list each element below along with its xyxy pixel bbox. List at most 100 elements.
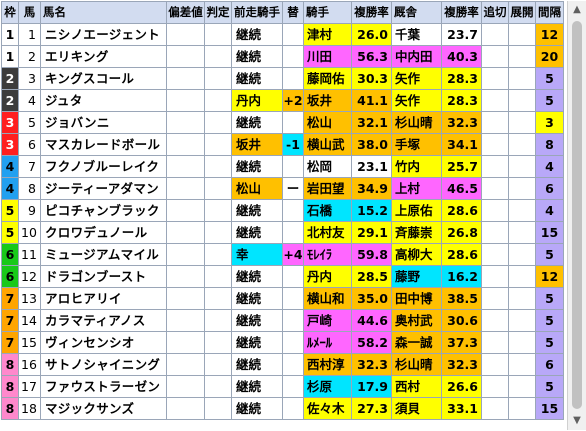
horse-name[interactable]: ジョバンニ [40, 111, 167, 134]
table-row[interactable]: 6 11 ミュージアムマイル 幸 +4 ﾓﾚｲﾗ 59.8 高柳大 28.6 5 [1, 243, 564, 266]
horse-name[interactable]: ジュタ [40, 89, 167, 112]
jockey-place-rate: 23.1 [351, 155, 392, 178]
header-tenkai[interactable]: 展開 [508, 1, 536, 24]
trainer-name: 矢作 [391, 89, 442, 112]
vertical-scrollbar[interactable]: ▲ ▼ [567, 1, 586, 430]
previous-jockey: 継続 [231, 397, 283, 420]
horse-number: 13 [18, 287, 41, 310]
header-rate1[interactable]: 複勝率 [351, 1, 392, 24]
header-hensachi[interactable]: 偏差値 [166, 1, 205, 24]
header-hantei[interactable]: 判定 [204, 1, 232, 24]
trainer-place-rate: 37.3 [441, 331, 482, 354]
trainer-name: 上村 [391, 177, 442, 200]
trainer-place-rate: 34.1 [441, 133, 482, 156]
horse-name[interactable]: カラマティアノス [40, 309, 167, 332]
table-row[interactable]: 8 18 マジックサンズ 継続 佐々木 27.3 須貝 33.1 15 [1, 397, 564, 420]
jockey-change [282, 397, 304, 420]
hensachi-cell [166, 89, 205, 112]
jockey-change [282, 67, 304, 90]
horse-name[interactable]: ニシノエージェント [40, 23, 167, 46]
horse-name[interactable]: ジーティーアダマン [40, 177, 167, 200]
entry-rows: 1 1 ニシノエージェント 継続 津村 26.0 千葉 23.7 12 1 2 エリキング 継続 川田 56… [1, 23, 564, 420]
horse-name[interactable]: ピコチャンブラック [40, 199, 167, 222]
horse-number: 2 [18, 45, 41, 68]
header-name[interactable]: 馬名 [40, 1, 167, 24]
jockey-name: 岩田望 [303, 177, 352, 200]
horse-name[interactable]: ドラゴンブースト [40, 265, 167, 288]
jockey-name: 佐々木 [303, 397, 352, 420]
scroll-thumb[interactable] [572, 21, 582, 409]
previous-jockey: 継続 [231, 67, 283, 90]
jockey-change [282, 199, 304, 222]
table-row[interactable]: 5 10 クロワデュノール 継続 北村友 29.1 斉藤崇 26.8 15 [1, 221, 564, 244]
table-row[interactable]: 1 1 ニシノエージェント 継続 津村 26.0 千葉 23.7 12 [1, 23, 564, 46]
horse-name[interactable]: ヴィンセンシオ [40, 331, 167, 354]
horse-name[interactable]: サトノシャイニング [40, 353, 167, 376]
header-ban[interactable]: 馬 [18, 1, 41, 24]
horse-name[interactable]: アロヒアリイ [40, 287, 167, 310]
interval-weeks: 15 [535, 397, 564, 420]
trainer-place-rate: 40.3 [441, 45, 482, 68]
table-row[interactable]: 7 14 カラマティアノス 継続 戸崎 44.6 奥村武 30.6 5 [1, 309, 564, 332]
horse-name[interactable]: ファウストラーゼン [40, 375, 167, 398]
header-oikiri[interactable]: 追切 [481, 1, 509, 24]
tenkai-cell [508, 265, 536, 288]
trainer-place-rate: 26.8 [441, 221, 482, 244]
oikiri-cell [481, 331, 509, 354]
hantei-cell [204, 111, 232, 134]
scroll-up-icon[interactable]: ▲ [573, 4, 581, 15]
oikiri-cell [481, 111, 509, 134]
jockey-name: 津村 [303, 23, 352, 46]
jockey-place-rate: 30.3 [351, 67, 392, 90]
trainer-name: 手塚 [391, 133, 442, 156]
oikiri-cell [481, 199, 509, 222]
table-row[interactable]: 1 2 エリキング 継続 川田 56.3 中内田 40.3 20 [1, 45, 564, 68]
header-kanpo[interactable]: 間隔 [535, 1, 564, 24]
header-waku[interactable]: 枠 [1, 1, 19, 24]
tenkai-cell [508, 177, 536, 200]
table-row[interactable]: 3 5 ジョバンニ 継続 松山 32.1 杉山晴 32.3 3 [1, 111, 564, 134]
trainer-place-rate: 30.6 [441, 309, 482, 332]
header-kyusha[interactable]: 厩舎 [391, 1, 442, 24]
horse-name[interactable]: マジックサンズ [40, 397, 167, 420]
trainer-name: 田中博 [391, 287, 442, 310]
horse-number: 17 [18, 375, 41, 398]
horse-name[interactable]: フクノブルーレイク [40, 155, 167, 178]
table-row[interactable]: 6 12 ドラゴンブースト 継続 丹内 28.5 藤野 16.2 12 [1, 265, 564, 288]
tenkai-cell [508, 375, 536, 398]
table-row[interactable]: 2 3 キングスコール 継続 藤岡佑 30.3 矢作 28.3 5 [1, 67, 564, 90]
table-row[interactable]: 3 6 マスカレードボール 坂井 -1 横山武 38.0 手塚 34.1 8 [1, 133, 564, 156]
table-row[interactable]: 7 15 ヴィンセンシオ 継続 ﾙﾒｰﾙ 58.2 森一誠 37.3 5 [1, 331, 564, 354]
interval-weeks: 15 [535, 221, 564, 244]
table-row[interactable]: 8 17 ファウストラーゼン 継続 杉原 17.9 西村 26.6 5 [1, 375, 564, 398]
table-row[interactable]: 4 7 フクノブルーレイク 継続 松岡 23.1 竹内 25.7 4 [1, 155, 564, 178]
table-row[interactable]: 5 9 ピコチャンブラック 継続 石橋 15.2 上原佑 28.6 4 [1, 199, 564, 222]
interval-weeks: 4 [535, 155, 564, 178]
table-row[interactable]: 7 13 アロヒアリイ 継続 横山和 35.0 田中博 38.5 5 [1, 287, 564, 310]
table-row[interactable]: 8 16 サトノシャイニング 継続 西村淳 32.3 杉山晴 32.3 6 [1, 353, 564, 376]
scroll-down-icon[interactable]: ▼ [573, 415, 581, 426]
hantei-cell [204, 353, 232, 376]
hantei-cell [204, 155, 232, 178]
header-rate2[interactable]: 複勝率 [441, 1, 482, 24]
horse-name[interactable]: クロワデュノール [40, 221, 167, 244]
table-row[interactable]: 4 8 ジーティーアダマン 松山ー岩田望 34.9 上村 46.5 6 [1, 177, 564, 200]
hensachi-cell [166, 243, 205, 266]
jockey-name: 坂井 [303, 89, 352, 112]
horse-number: 12 [18, 265, 41, 288]
jockey-change [282, 265, 304, 288]
waku-number: 8 [1, 375, 19, 398]
header-zenso[interactable]: 前走騎手 [231, 1, 283, 24]
horse-name[interactable]: キングスコール [40, 67, 167, 90]
table-row[interactable]: 2 4 ジュタ 丹内 +2 坂井 41.1 矢作 28.3 5 [1, 89, 564, 112]
hensachi-cell [166, 199, 205, 222]
header-kishu[interactable]: 騎手 [303, 1, 352, 24]
hantei-cell [204, 265, 232, 288]
horse-name[interactable]: エリキング [40, 45, 167, 68]
jockey-name: 松山 [303, 111, 352, 134]
horse-name[interactable]: マスカレードボール [40, 133, 167, 156]
jockey-name: ﾓﾚｲﾗ [303, 243, 352, 266]
header-kae[interactable]: 替 [282, 1, 304, 24]
horse-name[interactable]: ミュージアムマイル [40, 243, 167, 266]
oikiri-cell [481, 287, 509, 310]
